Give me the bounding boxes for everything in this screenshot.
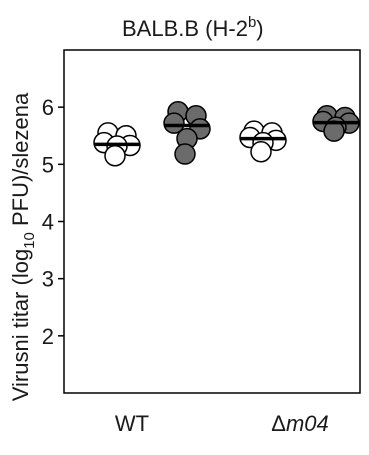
y-axis-label: Virusni titar (log10 PFU)/slezena [8, 92, 38, 401]
plot-frame [63, 49, 361, 394]
y-tick-label: 3 [42, 267, 54, 292]
x-label-wt: WT [115, 411, 149, 436]
y-axis-label-sub: 10 [21, 232, 38, 249]
chart-title-close: ) [256, 16, 263, 41]
chart-title-sup: b [248, 14, 256, 31]
y-axis: 2 3 4 5 6 [42, 95, 64, 349]
y-tick-label: 2 [42, 324, 54, 349]
y-axis-label-pre: Virusni titar (log [8, 249, 33, 401]
y-tick-label: 4 [42, 210, 54, 235]
mean-lines [94, 120, 359, 147]
data-point [174, 143, 196, 165]
y-axis-label-post: PFU)/slezena [8, 92, 33, 232]
x-label-delta-m04: Δm04 [271, 411, 329, 436]
data-point [250, 141, 272, 163]
chart-title-main: BALB.B (H-2 [122, 16, 248, 41]
data-point [163, 112, 185, 134]
data-point [104, 145, 126, 167]
x-label-delta-symbol: Δ [271, 411, 286, 436]
data-points [93, 100, 360, 167]
y-tick-label: 6 [42, 95, 54, 120]
x-label-m04: m04 [286, 411, 329, 436]
chart-title: BALB.B (H-2b) [122, 14, 264, 41]
y-tick-label: 5 [42, 152, 54, 177]
